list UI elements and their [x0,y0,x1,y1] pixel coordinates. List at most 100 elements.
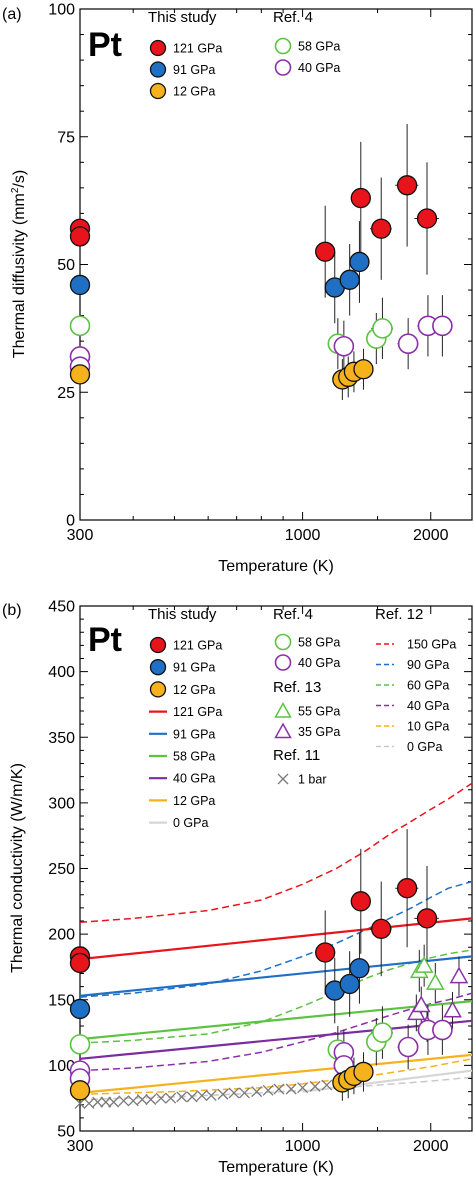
legend-item-label: 0 GPa [407,740,442,754]
data-point-121-gpa [396,878,418,899]
panel-a-axes: 300 1000 2000 0 25 50 75 100 [48,2,473,544]
data-point-91-gpa [349,958,370,979]
y-tick-label: 100 [48,2,75,19]
data-point-35-gpa [449,966,469,984]
panel-b-label: (b) [2,602,22,619]
data-point-1-bar [205,1090,217,1102]
panel-a-label: (a) [2,6,22,23]
legend-swatch-circle [149,659,167,676]
legend-item-label: 58 GPa [298,636,340,650]
y-tick-label: 25 [57,385,75,402]
data-point-121-gpa [350,891,371,912]
legend-item-label: 58 GPa [298,40,340,54]
legend-swatch-circle [274,59,292,76]
panel-a-frame [79,8,473,521]
panel-a-y-axis-label-superscript: 2 [10,187,21,193]
y-tick-label: 150 [48,992,75,1009]
data-point-12-gpa [353,359,374,380]
data-point-12-gpa [69,364,91,385]
data-point-40-gpa [432,1019,453,1041]
legend-swatch-circle [149,681,167,698]
legend-item-label: 150 GPa [407,638,456,652]
legend-item-label: 35 GPa [298,725,340,739]
data-point-121-gpa [371,218,392,239]
fit-line-40-gpa [79,1019,473,1060]
y-tick-label: 250 [48,861,75,878]
legend-item-label: 1 bar [298,773,327,787]
data-point-40-gpa [333,335,355,357]
data-point-1-bar [74,1097,86,1109]
legend-item-label: 40 GPa [407,699,449,713]
legend-swatch-circle [149,636,167,654]
data-point-1-bar [100,1096,112,1108]
legend-item-label: 10 GPa [407,720,449,734]
legend-swatch-circle [149,82,167,100]
model-dashed-line-90-gpa [79,880,473,998]
y-tick-label: 400 [48,664,75,681]
panel-b-plot-area [69,782,473,1109]
legend-swatch-circle [274,654,292,671]
data-point-1-bar [196,1090,208,1102]
y-tick-label: 100 [48,1058,75,1075]
y-tick-label: 50 [57,1124,75,1141]
data-point-1-bar [262,1084,274,1096]
model-dashed-line-60-gpa [79,949,473,1044]
data-point-40-gpa [397,333,419,355]
fit-line-58-gpa [79,1000,473,1041]
panel-b-thermal-conductivity: (b) Pt Temperature (K) Thermal conductiv… [2,599,473,1176]
data-point-1-bar [238,1087,250,1099]
panel-a-legend: This study 121 GPa 91 GPa 12 GPa Ref. 4 58 GP… [148,9,340,100]
legend-item-label: 40 GPa [298,656,340,670]
legend-item-label: 121 GPa [173,705,222,719]
data-point-40-gpa [397,1036,419,1058]
legend-swatch-circle [274,37,292,55]
data-point-1-bar [136,1094,148,1105]
legend-item-label: 12 GPa [173,794,215,808]
x-tick-label: 300 [67,527,94,544]
legend-heading: This study [148,606,217,623]
legend-item-label: 12 GPa [173,683,215,697]
legend-swatch-circle [274,633,292,651]
model-dashed-line-150-gpa [79,782,473,924]
fit-line-12-gpa [79,1053,473,1094]
data-point-121-gpa [371,918,392,940]
data-point-91-gpa [339,973,360,995]
model-dashed-line-10-gpa [79,1058,473,1096]
data-point-1-bar [118,1095,130,1107]
data-point-121-gpa [69,226,91,247]
legend-heading: Ref. 12 [375,606,423,623]
legend-swatch-cross [277,773,289,785]
data-point-58-gpa [372,1022,393,1043]
legend-swatch-triangle [274,701,292,718]
legend-item-label: 40 GPa [298,61,340,75]
x-tick-label: 1000 [285,527,321,544]
legend-swatch-triangle [274,722,292,739]
x-tick-label: 300 [67,1138,94,1155]
legend-item-label: 91 GPa [173,661,215,675]
legend-item-label: 58 GPa [173,750,215,764]
data-point-121-gpa [69,952,91,974]
data-point-1-bar [217,1088,229,1100]
data-point-55-gpa [425,973,445,990]
fit-line-121-gpa [79,917,473,961]
legend-heading: Ref. 13 [273,679,321,696]
data-point-35-gpa [411,995,431,1013]
data-point-91-gpa [339,269,360,290]
data-point-1-bar [321,1079,333,1091]
panel-a-x-axis-label: Temperature (K) [218,558,334,575]
data-point-1-bar [186,1091,198,1103]
fit-line-0-gpa [302,1069,473,1093]
panel-b-legend: This study 121 GPa 91 GPa 12 GPa 121 GPa 91 G… [148,606,456,830]
data-point-121-gpa [396,175,418,196]
panel-a-y-axis-label-tail: /s) [11,170,28,188]
panel-b-x-axis-label: Temperature (K) [218,1159,334,1176]
data-point-1-bar [108,1096,120,1108]
data-point-1-bar [165,1092,177,1104]
data-point-121-gpa [416,908,438,929]
data-point-1-bar [273,1083,285,1095]
legend-heading: Ref. 4 [273,9,313,26]
y-tick-label: 0 [66,513,75,530]
panel-a-y-axis-label: Thermal diffusivity (mm2/s) [10,170,28,358]
legend-item-label: 40 GPa [173,772,215,786]
